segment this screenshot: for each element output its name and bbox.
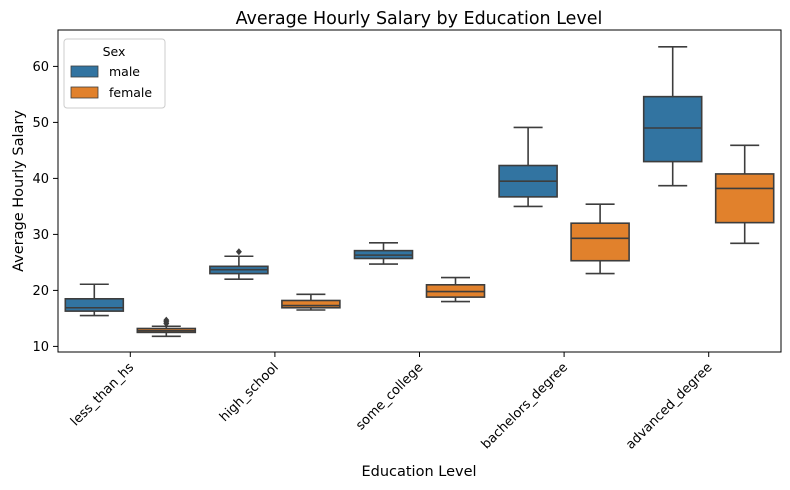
box-female-advanced_degree (714, 144, 775, 245)
box-body (714, 173, 775, 224)
legend-swatch-female (70, 86, 99, 99)
legend-title: Sex (103, 44, 126, 59)
y-axis-title: Average Hourly Salary (11, 110, 27, 272)
legend-swatch-male (70, 65, 99, 78)
x-tick-label: advanced_degree (623, 360, 715, 452)
box-body (281, 299, 341, 309)
y-tick-label: 10 (32, 340, 49, 355)
x-axis-title: Education Level (361, 464, 476, 480)
outlier-point (163, 316, 170, 324)
box-body (570, 222, 630, 262)
y-axis: 10 20 30 40 50 60 (32, 60, 58, 355)
y-tick-label: 20 (32, 284, 49, 299)
box-male-advanced_degree (642, 45, 703, 187)
box-male-some_college (353, 242, 414, 265)
box-male-less_than_hs (64, 283, 125, 317)
y-tick-label: 30 (32, 228, 49, 243)
legend-label-male: male (109, 64, 140, 79)
box-body (642, 95, 703, 163)
y-tick-label: 60 (32, 60, 49, 75)
chart-title: Average Hourly Salary by Education Level (236, 9, 603, 29)
box-male-high_school (209, 248, 269, 281)
legend: Sex male female (63, 38, 166, 109)
x-tick-label: bachelors_degree (479, 360, 571, 452)
outlier-point (235, 248, 242, 256)
box-series (64, 45, 775, 338)
y-tick-label: 50 (32, 116, 49, 131)
legend-label-female: female (109, 85, 152, 100)
y-tick-label: 40 (32, 172, 49, 187)
box-female-less_than_hs (136, 316, 197, 338)
box-male-bachelors_degree (498, 126, 558, 208)
box-female-bachelors_degree (570, 203, 630, 275)
box-body (64, 297, 125, 312)
x-tick-label: high_school (217, 360, 282, 425)
x-tick-label: some_college (353, 360, 426, 433)
box-female-some_college (425, 276, 486, 303)
x-tick-label: less_than_hs (68, 360, 137, 429)
box-female-high_school (281, 293, 341, 311)
x-axis: less_than_hs high_school some_college bache… (68, 352, 716, 453)
